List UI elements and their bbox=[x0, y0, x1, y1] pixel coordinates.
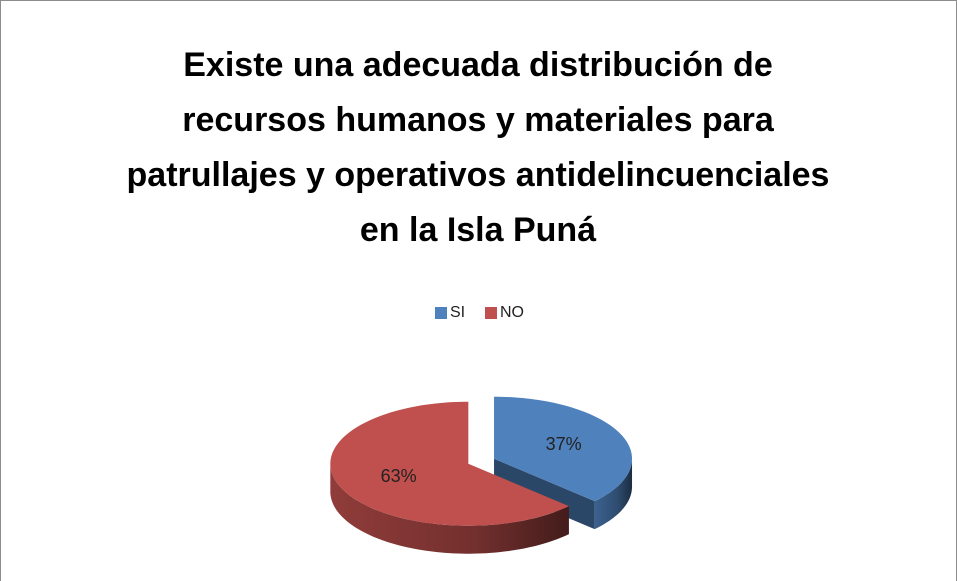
pie-slice-side bbox=[594, 458, 633, 530]
pie-slice-side bbox=[330, 463, 569, 554]
legend-swatch bbox=[485, 307, 497, 319]
legend-label: SI bbox=[450, 304, 465, 321]
data-label: 63% bbox=[381, 466, 417, 486]
chart-title: Existe una adecuada distribución de recu… bbox=[126, 46, 830, 249]
legend-swatch bbox=[435, 307, 447, 319]
legend-label: NO bbox=[500, 304, 524, 321]
data-label: 37% bbox=[546, 434, 582, 454]
pie-slice bbox=[330, 401, 569, 526]
pie-slice bbox=[494, 396, 633, 502]
pie-slice-side bbox=[494, 458, 595, 530]
